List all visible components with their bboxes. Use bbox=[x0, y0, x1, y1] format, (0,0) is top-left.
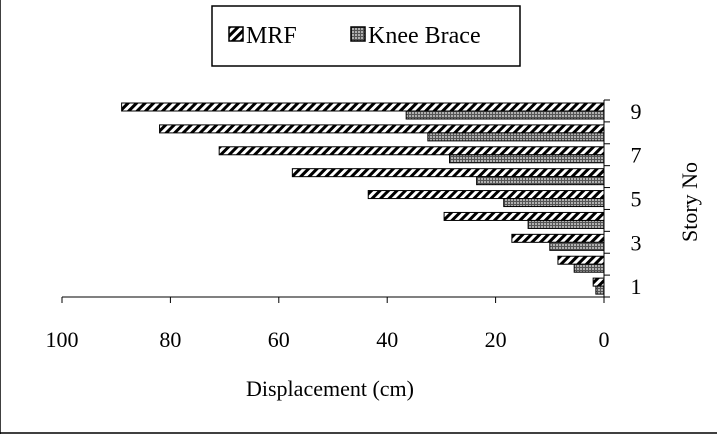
x-tick-labels: 100 80 60 40 20 0 bbox=[46, 327, 610, 352]
bar-mrf-story-7 bbox=[218, 146, 605, 156]
bar-mrf-story-9 bbox=[121, 102, 605, 112]
bar-knee-brace-story-7 bbox=[449, 154, 605, 164]
bar-knee-brace-story-8 bbox=[427, 132, 605, 142]
x-tick-label-60: 60 bbox=[268, 327, 290, 352]
legend-box bbox=[211, 5, 521, 67]
x-tick-label-0: 0 bbox=[599, 327, 610, 352]
legend-label-mrf: MRF bbox=[246, 23, 297, 49]
axes-group bbox=[61, 99, 610, 303]
bar-knee-brace-story-1 bbox=[595, 285, 605, 295]
bar-mrf-story-6 bbox=[291, 168, 605, 178]
x-tick-label-80: 80 bbox=[159, 327, 181, 352]
y-tick-label-3: 3 bbox=[631, 230, 642, 255]
bar-mrf-story-4 bbox=[443, 211, 605, 221]
legend-label-knee-brace: Knee Brace bbox=[368, 23, 481, 49]
y-tick-label-9: 9 bbox=[631, 99, 642, 124]
bar-mrf-story-3 bbox=[511, 233, 605, 243]
y-tick-labels: 1 3 5 7 9 bbox=[631, 99, 642, 299]
legend: MRF Knee Brace bbox=[211, 5, 521, 67]
bar-knee-brace-story-9 bbox=[405, 110, 605, 120]
x-tick-label-20: 20 bbox=[485, 327, 507, 352]
bar-knee-brace-story-6 bbox=[476, 176, 605, 186]
x-tick-label-40: 40 bbox=[376, 327, 398, 352]
y-tick-label-7: 7 bbox=[631, 143, 642, 168]
y-tick-label-5: 5 bbox=[631, 187, 642, 212]
bar-knee-brace-story-2 bbox=[573, 263, 605, 273]
legend-swatch-knee-brace bbox=[350, 26, 366, 42]
bar-mrf-story-1 bbox=[592, 277, 605, 287]
bar-mrf-story-2 bbox=[557, 255, 605, 265]
legend-swatch-mrf bbox=[228, 26, 244, 42]
y-axis-title: Story No bbox=[677, 162, 702, 242]
bar-knee-brace-story-5 bbox=[503, 198, 605, 208]
bars-group bbox=[121, 102, 605, 295]
bar-mrf-story-5 bbox=[367, 190, 605, 200]
x-tick-label-100: 100 bbox=[46, 327, 79, 352]
bar-mrf-story-8 bbox=[159, 124, 605, 134]
bar-knee-brace-story-3 bbox=[549, 241, 605, 251]
bar-knee-brace-story-4 bbox=[527, 219, 605, 229]
x-axis-title: Displacement (cm) bbox=[246, 376, 414, 401]
y-tick-label-1: 1 bbox=[631, 274, 642, 299]
